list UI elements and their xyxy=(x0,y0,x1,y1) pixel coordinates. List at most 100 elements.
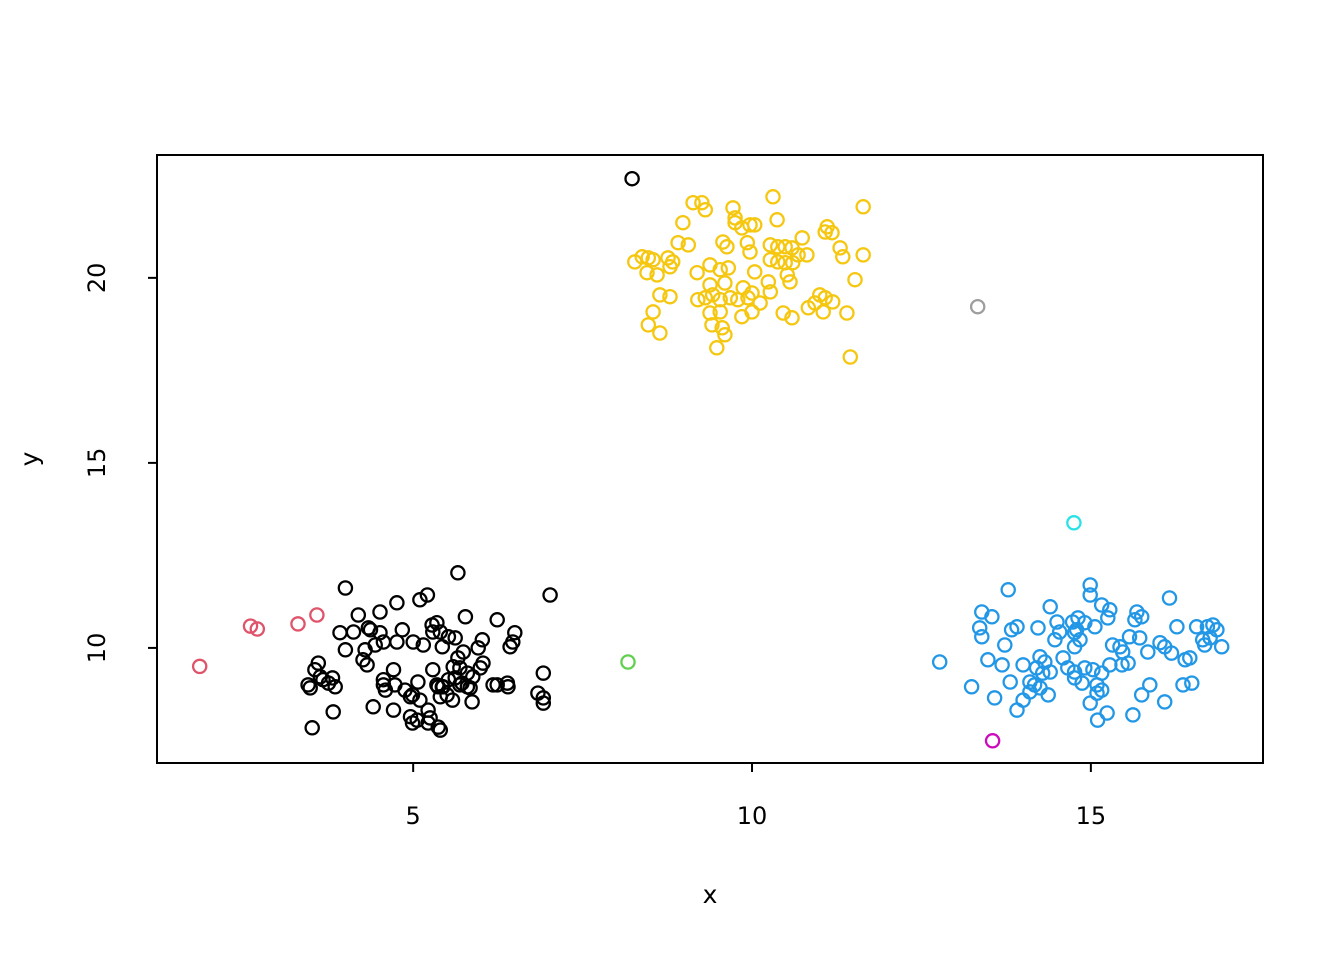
data-point xyxy=(419,587,436,603)
data-point xyxy=(415,637,432,653)
data-point xyxy=(839,305,855,321)
data-point xyxy=(744,285,760,301)
data-point xyxy=(435,679,451,695)
data-point xyxy=(1169,619,1185,635)
data-point xyxy=(807,295,823,311)
data-point xyxy=(457,609,474,625)
data-point xyxy=(984,733,1001,749)
data-point xyxy=(720,260,737,276)
data-point xyxy=(762,284,779,300)
data-point xyxy=(624,170,640,187)
cluster-gold xyxy=(627,189,871,365)
data-point xyxy=(1129,604,1145,620)
data-point xyxy=(359,657,375,673)
data-point xyxy=(420,715,436,731)
outlier-cyan xyxy=(1066,515,1082,531)
data-point xyxy=(1002,674,1018,690)
data-point xyxy=(1066,515,1082,531)
data-point xyxy=(779,267,796,283)
data-point xyxy=(634,249,650,265)
data-point xyxy=(350,607,367,623)
data-point xyxy=(1089,712,1106,728)
data-point xyxy=(472,660,489,676)
data-point xyxy=(502,639,518,655)
data-point xyxy=(300,677,316,693)
data-point xyxy=(372,604,388,620)
data-point xyxy=(1125,707,1141,723)
data-point xyxy=(639,264,655,281)
data-point xyxy=(1202,630,1218,646)
data-point xyxy=(394,622,411,638)
data-point xyxy=(702,277,718,293)
data-point xyxy=(824,294,841,310)
data-point xyxy=(1121,629,1138,645)
x-tick-label: 10 xyxy=(737,802,768,830)
data-point xyxy=(697,290,714,306)
data-point xyxy=(842,349,859,365)
data-point xyxy=(447,630,463,646)
data-point xyxy=(489,612,505,628)
x-tick-label: 5 xyxy=(406,802,421,830)
data-point xyxy=(777,239,793,255)
data-point xyxy=(855,199,871,215)
data-point xyxy=(432,722,449,738)
data-point xyxy=(660,250,676,266)
data-point xyxy=(542,587,558,603)
data-point xyxy=(1009,702,1025,718)
data-point xyxy=(662,259,678,275)
data-point xyxy=(452,677,468,693)
data-point xyxy=(410,674,426,690)
data-point xyxy=(712,304,728,320)
y-tick-label: 10 xyxy=(83,633,111,664)
data-point xyxy=(697,202,714,218)
data-point xyxy=(432,624,449,640)
data-point xyxy=(1102,602,1118,618)
data-point xyxy=(434,639,451,655)
data-point xyxy=(1131,630,1148,646)
data-point xyxy=(1040,687,1056,703)
data-point xyxy=(680,237,697,253)
data-point xyxy=(337,580,354,596)
data-point xyxy=(1093,597,1110,613)
data-point xyxy=(1120,655,1136,671)
x-axis-ticks: 5 10 15 xyxy=(406,763,1106,830)
data-point xyxy=(1003,622,1020,638)
outliers-red xyxy=(191,607,325,675)
data-point xyxy=(712,261,728,278)
data-point xyxy=(1188,619,1205,635)
data-point xyxy=(385,661,402,678)
data-point xyxy=(799,247,815,263)
data-point xyxy=(690,291,706,308)
data-point xyxy=(980,652,996,668)
outlier-green xyxy=(620,654,636,670)
data-point xyxy=(722,290,739,306)
data-point xyxy=(462,680,478,696)
data-point xyxy=(770,254,786,270)
data-point xyxy=(332,624,348,641)
data-point xyxy=(835,249,851,265)
data-point xyxy=(1114,657,1130,673)
data-point xyxy=(535,690,552,706)
data-point xyxy=(714,320,730,336)
data-points-layer xyxy=(191,170,1230,749)
data-point xyxy=(474,632,491,648)
data-point xyxy=(1000,582,1016,598)
data-point xyxy=(670,234,686,251)
data-point xyxy=(969,298,986,315)
data-point xyxy=(389,595,405,611)
data-point xyxy=(815,304,831,320)
data-point xyxy=(1133,687,1150,703)
data-point xyxy=(362,622,379,638)
data-point xyxy=(744,304,760,320)
data-point xyxy=(1077,660,1093,676)
data-point xyxy=(640,317,657,333)
data-point xyxy=(620,654,636,670)
data-point xyxy=(1030,620,1046,636)
data-point xyxy=(782,274,798,290)
data-point xyxy=(1156,694,1173,710)
data-point xyxy=(765,189,781,205)
data-point xyxy=(971,620,988,636)
data-point xyxy=(717,275,733,291)
data-point xyxy=(385,702,402,718)
